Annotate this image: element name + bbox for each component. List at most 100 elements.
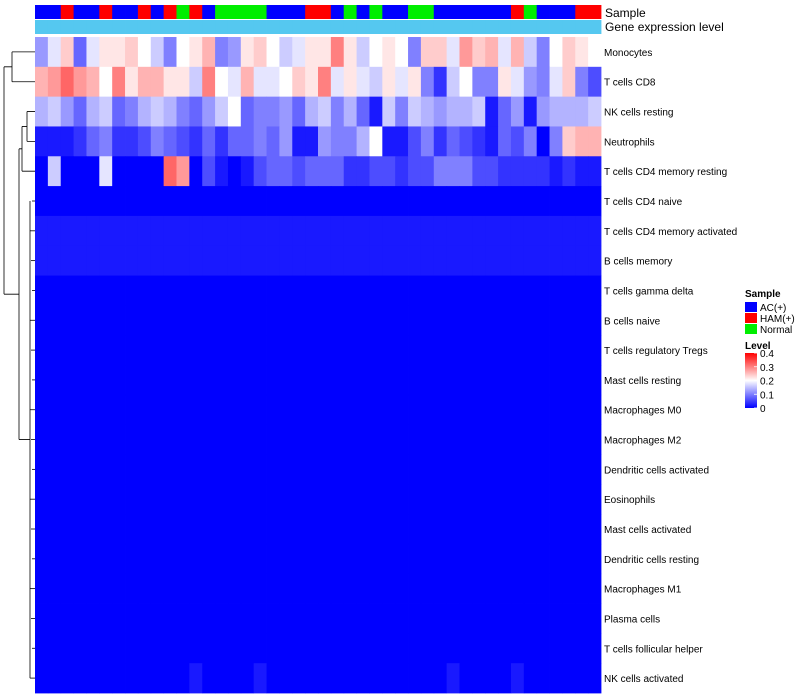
heatmap-cell [575,335,589,366]
heatmap-cell [112,37,126,68]
heatmap-cell [510,275,525,306]
heatmap-cell [549,156,563,187]
heatmap-cell [215,514,229,545]
heatmap-cell [137,484,152,515]
heatmap-cell [420,96,435,127]
row-label: T cells gamma delta [604,286,694,297]
heatmap-cell [510,543,525,575]
heatmap-cell [485,543,499,575]
heatmap-cell [588,514,602,545]
legend-swatch [745,302,757,312]
heatmap-cell [202,365,216,396]
heatmap-cell [86,543,100,575]
heatmap-cell [510,424,525,455]
heatmap-cell [112,633,126,664]
heatmap-cell [575,305,589,336]
heatmap-cell [227,275,242,306]
heatmap-cell [125,484,139,515]
heatmap-cell [125,126,139,157]
sample-track-cell [446,5,460,19]
heatmap-cell [523,37,538,68]
heatmap-cell [459,335,473,366]
heatmap-cell [408,484,422,515]
row-label: B cells naive [604,316,661,327]
heatmap-cell [202,603,216,634]
heatmap-cell [318,215,332,247]
heatmap-cell [112,543,126,575]
heatmap-cell [433,275,448,306]
heatmap-cell [562,633,576,664]
heatmap-cell [356,543,370,575]
sample-track-cell [408,5,422,19]
heatmap-cell [549,365,563,396]
heatmap-cell [60,126,74,157]
heatmap-cell [227,186,242,217]
expression-track-cell [47,20,62,34]
heatmap-cell [253,573,267,604]
heatmap-cell [150,37,165,68]
heatmap-cell [73,663,87,694]
heatmap-cell [523,484,538,515]
heatmap-cell [35,603,49,634]
heatmap-cell [588,573,602,604]
heatmap-cell [356,663,370,694]
heatmap-cell [292,305,306,336]
heatmap-cell [420,424,435,455]
heatmap-cell [125,335,139,366]
heatmap-cell [137,573,152,604]
heatmap-cell [86,394,100,426]
row-label: Plasma cells [604,614,660,625]
heatmap-cell [279,37,293,68]
heatmap-cell [330,215,345,247]
heatmap-cell [330,305,345,336]
heatmap-cell [163,603,177,634]
heatmap-cell [536,543,550,575]
heatmap-cell [215,245,229,276]
heatmap-cell [240,633,255,664]
heatmap-cell [588,305,602,336]
heatmap-cell [588,603,602,634]
heatmap-cell [227,66,242,98]
heatmap-cell [215,126,229,157]
heatmap-cell [549,96,563,127]
heatmap-cell [253,126,267,157]
heatmap-cell [47,424,62,455]
heatmap-cell [562,215,576,247]
heatmap-cell [408,215,422,247]
heatmap-cell [562,543,576,575]
heatmap-cell [575,663,589,694]
heatmap-cell [137,156,152,187]
heatmap-cell [253,603,267,634]
heatmap-cell [420,365,435,396]
heatmap-cell [369,633,383,664]
heatmap-cell [433,186,448,217]
heatmap-cell [305,543,319,575]
heatmap-cell [60,573,74,604]
sample-track-cell [523,5,538,19]
heatmap-cell [433,156,448,187]
heatmap-cell [112,573,126,604]
heatmap-cell [433,126,448,157]
heatmap-cell [292,126,306,157]
heatmap-cell [395,514,409,545]
heatmap-cell [446,126,460,157]
heatmap-cell [150,156,165,187]
heatmap-cell [47,96,62,127]
heatmap-cell [536,663,550,694]
heatmap-cell [523,424,538,455]
heatmap-cell [150,394,165,426]
heatmap-cell [459,573,473,604]
heatmap-cell [382,305,396,336]
heatmap-cell [498,633,512,664]
heatmap-cell [163,156,177,187]
heatmap-cell [215,543,229,575]
heatmap-cell [279,126,293,157]
heatmap-cell [227,663,242,694]
heatmap-cell [266,573,280,604]
heatmap-cell [459,275,473,306]
heatmap-cell [112,365,126,396]
expression-track-cell [330,20,345,34]
heatmap-cell [227,126,242,157]
heatmap-cell [330,484,345,515]
dendrogram-branch [24,201,31,679]
